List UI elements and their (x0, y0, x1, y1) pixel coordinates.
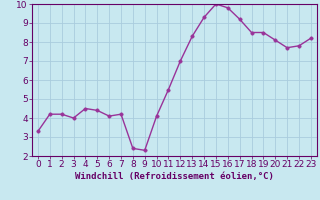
X-axis label: Windchill (Refroidissement éolien,°C): Windchill (Refroidissement éolien,°C) (75, 172, 274, 181)
